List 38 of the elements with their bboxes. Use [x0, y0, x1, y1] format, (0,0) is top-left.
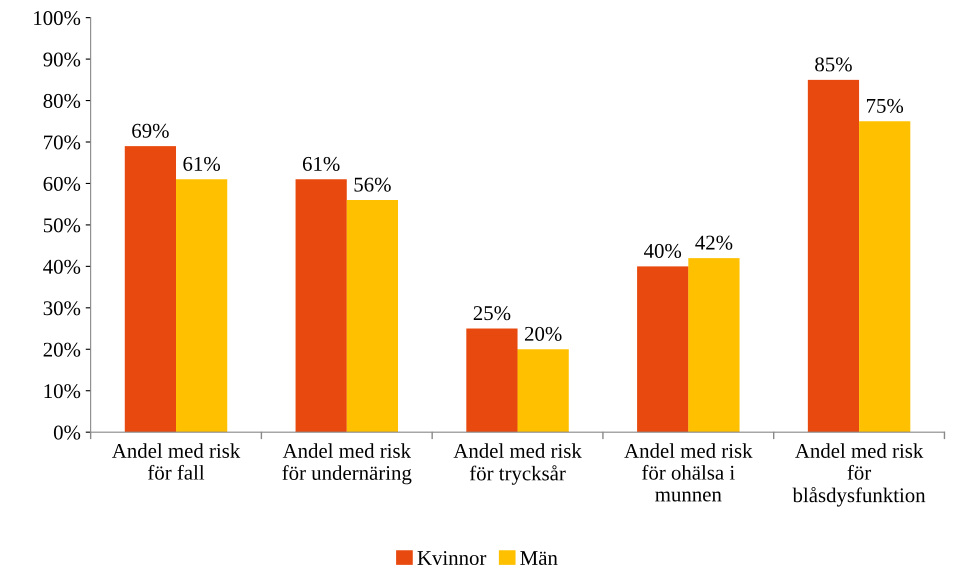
- y-tick-label: 100%: [34, 11, 80, 26]
- data-label: 20%: [524, 326, 562, 341]
- bar: [518, 349, 569, 432]
- bar: [296, 179, 347, 432]
- data-label: 75%: [866, 98, 904, 113]
- x-tick-label: Andel med risk för blåsdysfunktion: [792, 443, 926, 507]
- y-tick-label: 20%: [44, 342, 80, 357]
- y-tick-label: 50%: [44, 218, 80, 232]
- bar: [808, 80, 860, 432]
- data-label: 40%: [644, 244, 682, 258]
- bar: [859, 121, 910, 432]
- x-tick-label: Andel med risk för ohälsa i munnen: [624, 443, 753, 502]
- data-label: 56%: [354, 178, 391, 192]
- data-label: 85%: [815, 57, 852, 72]
- y-tick-label: 80%: [44, 94, 80, 108]
- y-tick-label: 30%: [44, 301, 80, 316]
- bar: [466, 328, 518, 432]
- x-tick-label: Andel med risk för trycksår: [454, 443, 582, 485]
- data-label: 42%: [695, 236, 732, 250]
- x-tick-label: Andel med risk för fall: [112, 443, 240, 480]
- y-tick-label: 40%: [43, 260, 80, 274]
- data-label: 61%: [183, 156, 220, 171]
- bar: [346, 200, 398, 432]
- data-label: 69%: [132, 124, 169, 138]
- x-tick-label: Andel med risk för undernäring: [282, 443, 412, 484]
- bar: [124, 146, 176, 432]
- data-label: 25%: [474, 306, 510, 320]
- bar: [176, 179, 228, 432]
- data-label: 61%: [302, 156, 340, 171]
- bar: [637, 266, 688, 432]
- y-tick-label: 70%: [44, 135, 80, 150]
- legend-label: Män: [520, 551, 558, 566]
- legend-label: Kvinnor: [418, 551, 486, 566]
- y-tick-label: 0%: [54, 426, 80, 440]
- y-tick-label: 90%: [43, 52, 80, 67]
- y-tick-label: 60%: [44, 176, 80, 191]
- bar: [688, 258, 740, 432]
- y-tick-label: 10%: [44, 384, 80, 398]
